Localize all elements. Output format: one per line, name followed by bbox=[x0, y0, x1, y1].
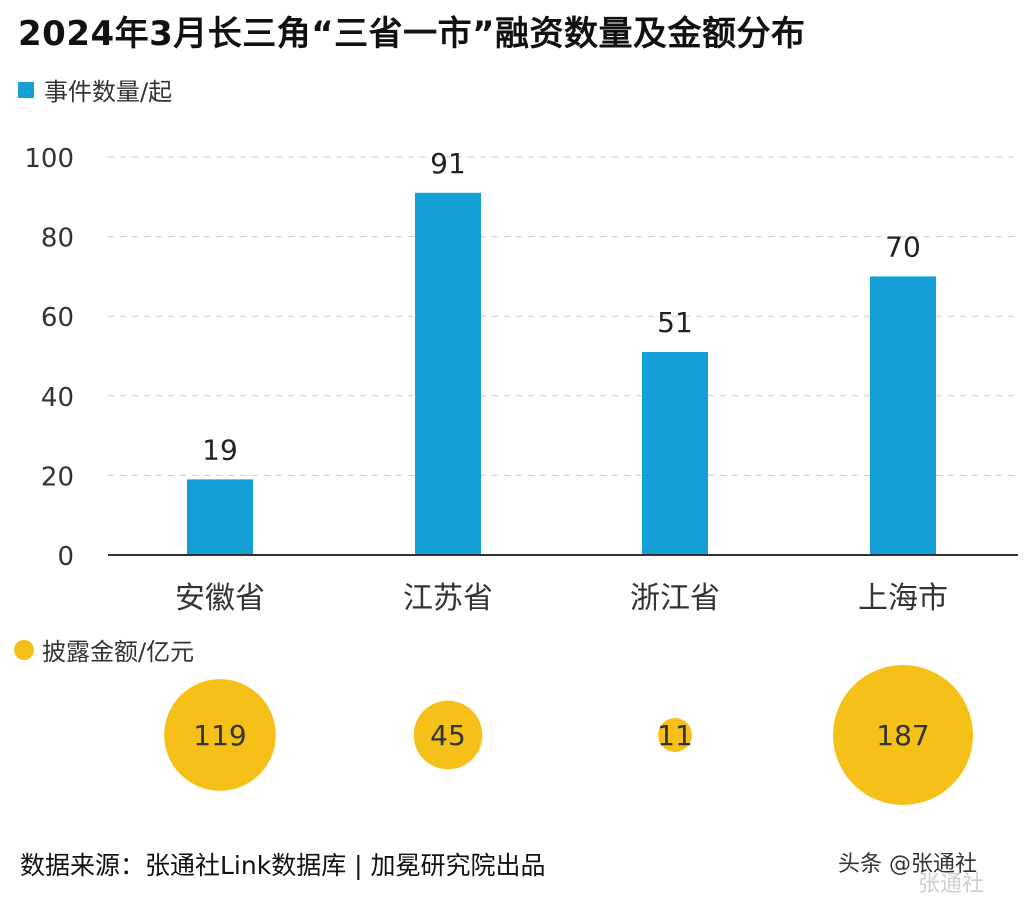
y-tick-label: 0 bbox=[57, 542, 74, 572]
gridlines bbox=[108, 156, 1018, 476]
y-tick-label: 20 bbox=[41, 462, 74, 492]
bubbles: 119 45 11 187 bbox=[164, 665, 973, 805]
bar-value-label: 70 bbox=[885, 230, 921, 263]
bar bbox=[642, 352, 708, 555]
x-tick-label: 浙江省 bbox=[630, 581, 720, 616]
bar-value-label: 19 bbox=[202, 433, 238, 466]
bubble-legend: 披露金额/亿元 bbox=[14, 632, 194, 667]
bar-legend-swatch bbox=[18, 81, 34, 98]
chart-title: 2024年3月长三角“三省一市”融资数量及金额分布 bbox=[18, 14, 806, 54]
y-tick-label: 80 bbox=[41, 224, 74, 254]
bubble-legend-label: 披露金额/亿元 bbox=[42, 638, 195, 666]
bar bbox=[415, 192, 481, 555]
bar-legend: 事件数量/起 bbox=[18, 72, 172, 107]
y-axis-ticks: 0 20 40 60 80 100 bbox=[24, 144, 74, 572]
y-tick-label: 40 bbox=[41, 383, 74, 413]
x-tick-label: 安徽省 bbox=[175, 581, 265, 616]
bubble bbox=[833, 665, 973, 805]
x-tick-label: 上海市 bbox=[858, 581, 948, 616]
bar-legend-label: 事件数量/起 bbox=[44, 78, 173, 106]
bars: 19 91 51 70 bbox=[187, 147, 936, 555]
data-source-note: 数据来源：张通社Link数据库 | 加冕研究院出品 bbox=[20, 851, 546, 880]
x-axis: 安徽省 江苏省 浙江省 上海市 bbox=[108, 554, 1018, 616]
y-tick-label: 100 bbox=[24, 144, 74, 174]
y-tick-label: 60 bbox=[41, 303, 74, 333]
watermark: 头条 @张通社 bbox=[838, 852, 977, 877]
x-tick-label: 江苏省 bbox=[403, 581, 493, 616]
bar bbox=[870, 276, 936, 555]
bubble-value-label: 11 bbox=[657, 719, 693, 752]
bubble-value-label: 119 bbox=[193, 719, 246, 752]
bubble-legend-swatch bbox=[14, 639, 34, 660]
bar bbox=[187, 479, 253, 555]
bar-value-label: 51 bbox=[657, 306, 693, 339]
bubble-value-label: 187 bbox=[876, 719, 929, 752]
watermark-logo: 张通社 bbox=[918, 872, 985, 897]
bar-value-label: 91 bbox=[430, 147, 466, 180]
bubble bbox=[164, 679, 276, 791]
bubble bbox=[413, 700, 483, 770]
bubble-value-label: 45 bbox=[430, 719, 466, 752]
bubble bbox=[658, 718, 692, 752]
